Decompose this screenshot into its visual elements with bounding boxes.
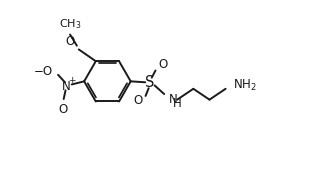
Text: N: N <box>62 79 71 93</box>
Text: +: + <box>68 76 76 85</box>
Text: S: S <box>145 75 155 90</box>
Text: −O: −O <box>33 65 53 78</box>
Text: NH$_2$: NH$_2$ <box>233 78 257 93</box>
Text: O: O <box>58 103 68 116</box>
Text: H: H <box>173 98 182 110</box>
Text: O: O <box>133 94 142 107</box>
Text: N: N <box>169 93 178 106</box>
Text: CH$_3$: CH$_3$ <box>59 17 81 31</box>
Text: O: O <box>158 58 167 71</box>
Text: O: O <box>65 35 75 48</box>
